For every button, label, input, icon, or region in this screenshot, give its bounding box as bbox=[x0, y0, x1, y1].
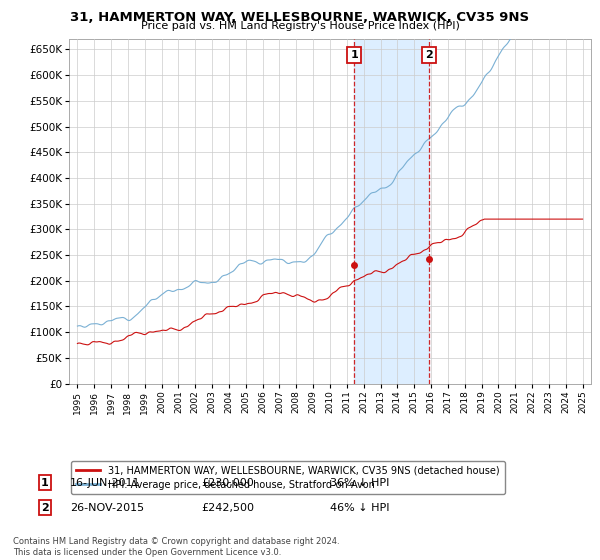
Text: Price paid vs. HM Land Registry's House Price Index (HPI): Price paid vs. HM Land Registry's House … bbox=[140, 21, 460, 31]
Text: 16-JUN-2011: 16-JUN-2011 bbox=[70, 478, 140, 488]
Text: 1: 1 bbox=[41, 478, 49, 488]
Legend: 31, HAMMERTON WAY, WELLESBOURNE, WARWICK, CV35 9NS (detached house), HPI: Averag: 31, HAMMERTON WAY, WELLESBOURNE, WARWICK… bbox=[71, 461, 505, 494]
Text: 36% ↓ HPI: 36% ↓ HPI bbox=[330, 478, 389, 488]
Text: Contains HM Land Registry data © Crown copyright and database right 2024.
This d: Contains HM Land Registry data © Crown c… bbox=[13, 537, 340, 557]
Text: 1: 1 bbox=[350, 50, 358, 59]
Text: £242,500: £242,500 bbox=[201, 503, 254, 513]
Text: 2: 2 bbox=[425, 50, 433, 59]
Text: £230,000: £230,000 bbox=[201, 478, 254, 488]
Text: 2: 2 bbox=[41, 503, 49, 513]
Text: 46% ↓ HPI: 46% ↓ HPI bbox=[330, 503, 389, 513]
Text: 31, HAMMERTON WAY, WELLESBOURNE, WARWICK, CV35 9NS: 31, HAMMERTON WAY, WELLESBOURNE, WARWICK… bbox=[70, 11, 530, 24]
Text: 26-NOV-2015: 26-NOV-2015 bbox=[70, 503, 145, 513]
Bar bbox=[355, 39, 430, 384]
